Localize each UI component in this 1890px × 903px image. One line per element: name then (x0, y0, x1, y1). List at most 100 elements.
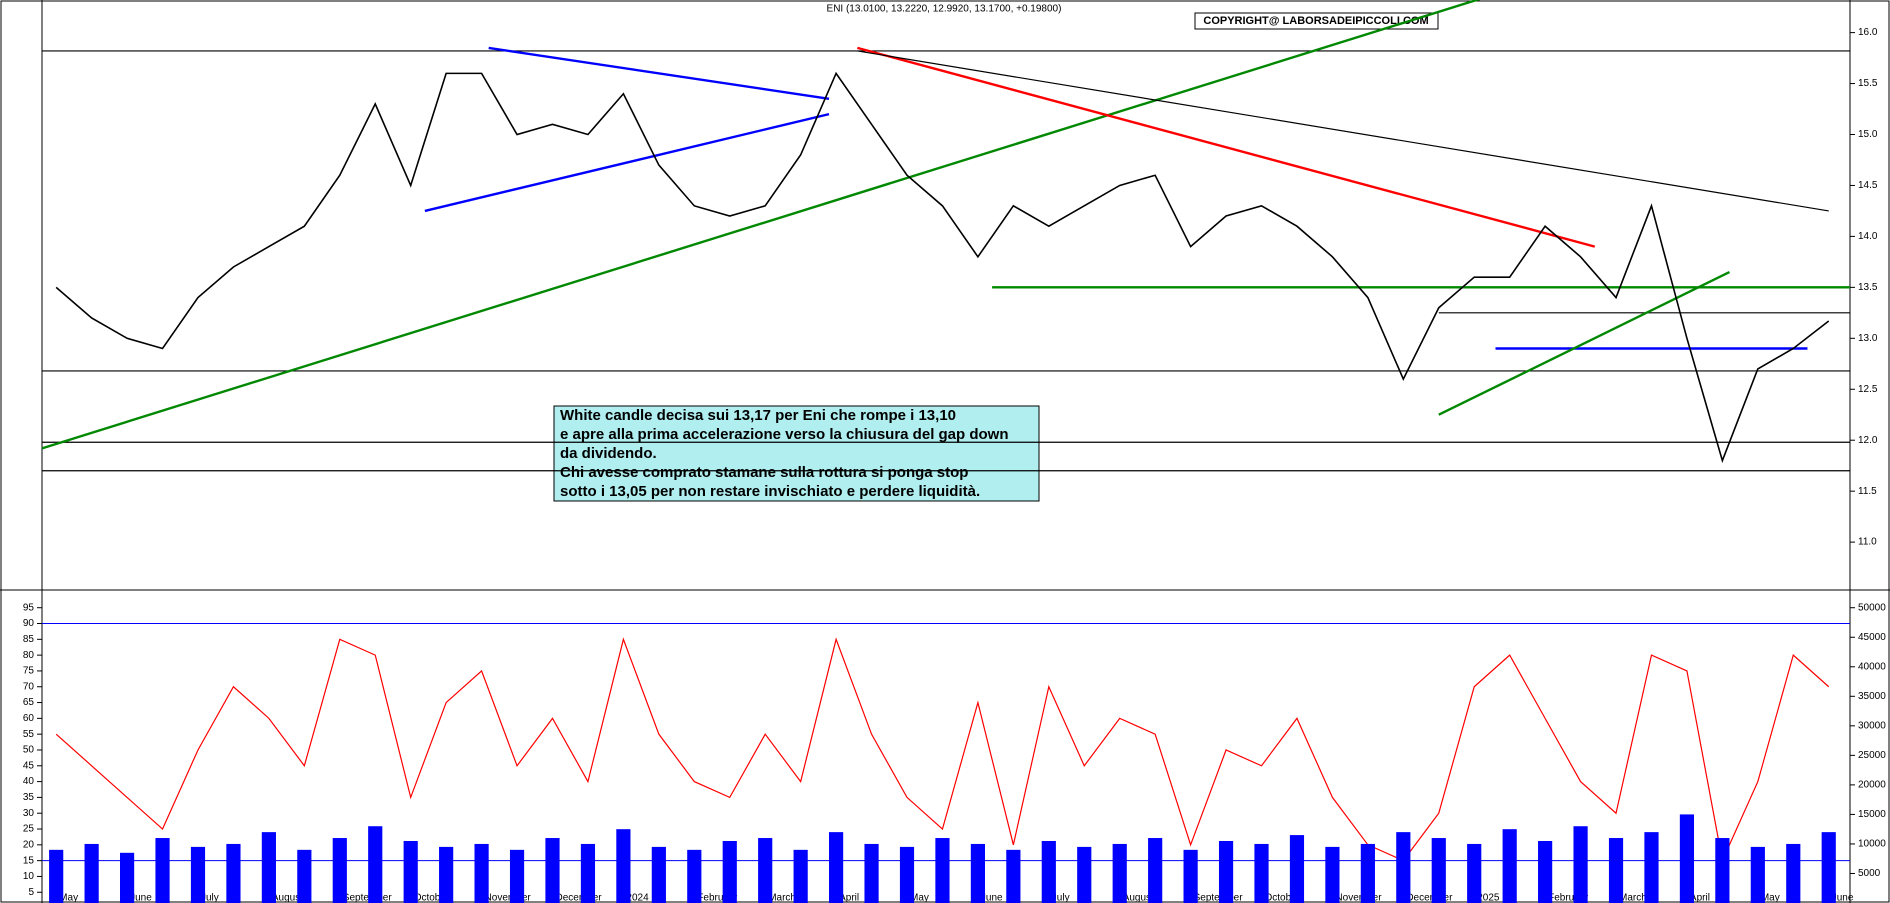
volume-bar (261, 832, 276, 903)
x-tick-label: August (272, 893, 303, 903)
volume-bar (297, 849, 312, 903)
x-tick-label: February (1548, 893, 1588, 903)
y2-tick-label: 15000 (1858, 809, 1886, 820)
y-tick-label: 85 (23, 634, 35, 645)
y-tick-label: 55 (23, 729, 35, 740)
volume-bar (474, 843, 489, 903)
y-tick-label: 12.0 (1858, 435, 1878, 446)
volume-bar (1573, 826, 1588, 903)
x-tick-label: October (414, 893, 450, 903)
y-tick-label: 35 (23, 792, 35, 803)
y-tick-label: 13.0 (1858, 333, 1878, 344)
y-tick-label: 11.0 (1858, 537, 1877, 548)
y-tick-label: 14.5 (1858, 180, 1878, 191)
y-tick-label: 50 (23, 745, 35, 756)
x-tick-label: July (1052, 893, 1070, 903)
y-tick-label: 14.0 (1858, 231, 1878, 242)
volume-bar (332, 838, 347, 903)
x-tick-label: March (1619, 893, 1647, 903)
trend-line (857, 50, 1829, 212)
annotation-box (553, 405, 1040, 502)
trend-line (1438, 270, 1730, 416)
x-tick-label: May (59, 893, 78, 903)
x-tick-label: February (697, 893, 737, 903)
x-tick-label: March (768, 893, 796, 903)
volume-bar (1608, 838, 1624, 903)
volume-bar (1360, 843, 1375, 903)
y2-tick-label: 20000 (1858, 780, 1886, 791)
volume-bar (1148, 838, 1163, 903)
chart-title: ENI (13.0100, 13.2220, 12.9920, 13.1700,… (827, 4, 1062, 15)
y2-tick-label: 50000 (1858, 602, 1886, 613)
y-tick-label: 80 (23, 650, 35, 661)
volume-bar (1041, 840, 1056, 903)
volume-bar (687, 849, 702, 903)
copyright-box (1194, 12, 1439, 30)
volume-bar (1254, 843, 1269, 903)
y2-tick-label: 35000 (1858, 691, 1886, 702)
volume-bar (1006, 849, 1021, 903)
y-tick-label: 20 (23, 839, 35, 850)
oscillator-line (55, 637, 1830, 863)
x-tick-label: November (1335, 893, 1382, 903)
volume-bar (1467, 843, 1482, 903)
annotation-line: Chi avesse comprato stamane sulla rottur… (560, 464, 968, 481)
annotation-line: da dividendo. (560, 445, 657, 462)
volume-bar (155, 838, 170, 903)
volume-bar (1679, 814, 1695, 903)
volume-bar (509, 849, 525, 903)
y-tick-label: 40 (23, 776, 35, 787)
y-tick-label: 16.0 (1858, 27, 1878, 38)
volume-bar (899, 846, 915, 903)
volume-bar (226, 843, 241, 903)
annotation-line: e apre alla prima accelerazione verso la… (560, 426, 1009, 443)
y-tick-label: 15 (23, 855, 35, 866)
y-tick-label: 90 (23, 618, 35, 629)
y-tick-label: 12.5 (1858, 384, 1878, 395)
volume-bar (1786, 843, 1801, 903)
trend-line (857, 46, 1596, 248)
x-tick-label: December (555, 893, 602, 903)
x-tick-label: June (130, 893, 152, 903)
x-tick-label: August (1123, 893, 1154, 903)
volume-bar (616, 829, 631, 903)
x-tick-label: July (201, 893, 219, 903)
y-tick-label: 60 (23, 713, 35, 724)
volume-bar (829, 832, 844, 903)
trend-line (41, 0, 1481, 450)
y-tick-label: 30 (23, 808, 35, 819)
y2-tick-label: 45000 (1858, 632, 1886, 643)
volume-bar (545, 838, 560, 903)
annotation-line: White candle decisa sui 13,17 per Eni ch… (560, 407, 956, 424)
volume-bar (119, 852, 135, 903)
volume-bar (1644, 832, 1659, 903)
x-tick-label: October (1265, 893, 1301, 903)
x-tick-label: May (910, 893, 929, 903)
y-tick-label: 5 (28, 887, 34, 898)
x-tick-label: December (1406, 893, 1453, 903)
volume-bar (1289, 835, 1305, 903)
trend-line (424, 112, 830, 213)
x-tick-label: November (485, 893, 532, 903)
y-tick-label: 11.5 (1858, 486, 1877, 497)
y-tick-label: 15.5 (1858, 78, 1878, 89)
volume-bar (1112, 843, 1127, 903)
y-tick-label: 13.5 (1858, 282, 1878, 293)
copyright: COPYRIGHT@ LABORSADEIPICCOLI.COM (1203, 15, 1428, 27)
volume-bar (1431, 838, 1446, 903)
volume-bar (758, 838, 773, 903)
trend-line (488, 46, 830, 101)
volume-bar (1325, 846, 1340, 903)
volume-bar (1502, 829, 1517, 903)
x-tick-label: September (1194, 893, 1244, 903)
volume-bar (970, 843, 985, 903)
volume-bar (1218, 840, 1234, 903)
y2-tick-label: 30000 (1858, 720, 1886, 731)
volume-bar (1715, 838, 1730, 903)
y-tick-label: 45 (23, 760, 35, 771)
volume-bar (1538, 840, 1553, 903)
volume-bar (84, 843, 99, 903)
volume-bar (864, 843, 879, 903)
y-tick-label: 15.0 (1858, 129, 1878, 140)
